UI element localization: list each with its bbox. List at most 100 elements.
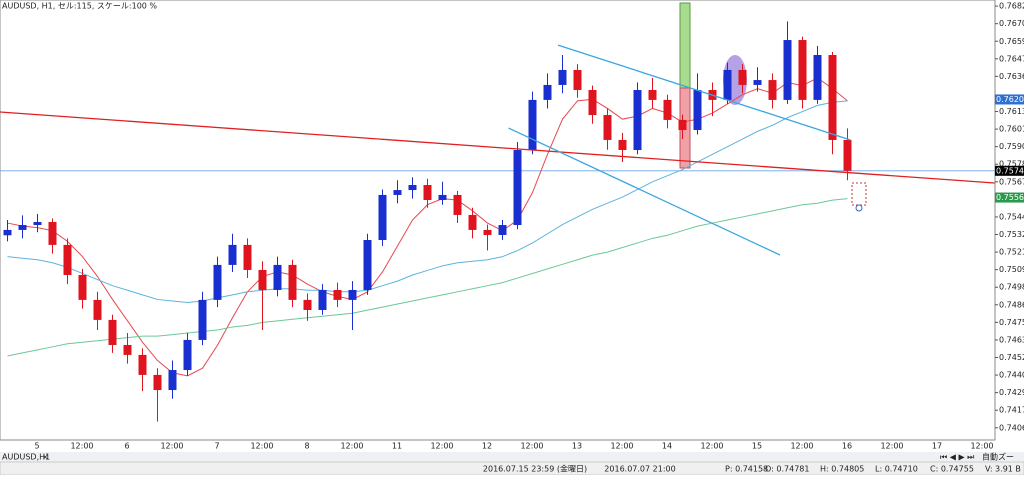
x-tick-label: 15: [752, 442, 762, 451]
candle-body: [438, 194, 447, 200]
candle-body: [423, 185, 432, 200]
x-tick-label: 12: [482, 442, 492, 451]
status-field: V: 3.91 B: [985, 465, 1021, 474]
x-tick-label: 12:00: [340, 442, 363, 451]
x-tick-label: 12:00: [700, 442, 723, 451]
candle-body: [363, 240, 372, 290]
candle-body: [33, 221, 42, 226]
nav-buttons[interactable]: ⏮ ◀ ▶ ⏭: [940, 453, 974, 462]
y-tick-label: 0.76705: [999, 19, 1024, 28]
status-field: C: 0.74755: [930, 465, 974, 474]
candle-body: [18, 225, 27, 230]
tab-bar: [0, 452, 1024, 462]
candle-body: [153, 374, 162, 391]
candle-body: [393, 190, 402, 195]
x-tick-label: 12:00: [160, 442, 183, 451]
candle-body: [828, 55, 837, 140]
y-tick-label: 0.76475: [999, 54, 1024, 63]
candle-body: [378, 194, 387, 241]
candle-body: [258, 269, 267, 290]
candle-body: [783, 40, 792, 100]
y-tick-label: 0.74750: [999, 318, 1024, 327]
status-field: 2016.07.07 21:00: [604, 465, 675, 474]
candle-body: [753, 80, 762, 85]
trendline: [508, 127, 781, 256]
y-tick-label: 0.74175: [999, 406, 1024, 415]
candle-body: [813, 55, 822, 100]
candle-body: [168, 370, 177, 391]
y-tick-label: 0.75900: [999, 142, 1024, 151]
candle-body: [213, 264, 222, 300]
candle-body: [243, 244, 252, 270]
price-tag: [995, 165, 1024, 176]
candle-body: [228, 244, 237, 265]
candle-body: [183, 339, 192, 371]
price-tag: [995, 94, 1024, 105]
candle-body: [468, 214, 477, 230]
candle-body: [648, 89, 657, 100]
tab-label[interactable]: AUDUSD,H1: [2, 453, 50, 462]
x-tick-label: 12:00: [610, 442, 633, 451]
candle-body: [3, 229, 12, 236]
y-tick-label: 0.75325: [999, 230, 1024, 239]
candle-body: [558, 69, 567, 85]
trendline: [0, 111, 995, 184]
y-tick-label: 0.76590: [999, 37, 1024, 46]
y-tick-label: 0.74520: [999, 353, 1024, 362]
candle-body: [453, 194, 462, 215]
x-tick-label: 5: [34, 442, 39, 451]
price-tag: [995, 192, 1024, 203]
candle-body: [303, 299, 312, 310]
x-tick-label: 14: [662, 442, 672, 451]
candle-body: [843, 139, 852, 171]
x-tick-label: 16: [842, 442, 852, 451]
candle-body: [513, 150, 522, 226]
green-box: [679, 2, 691, 89]
y-tick-label: 0.75785: [999, 160, 1024, 169]
tab-close[interactable]: ×: [42, 453, 49, 462]
moving-average: [7, 100, 848, 304]
candle-body: [93, 299, 102, 320]
y-tick-label: 0.75210: [999, 248, 1024, 257]
x-tick-label: 12:00: [520, 442, 543, 451]
x-tick-label: 12:00: [430, 442, 453, 451]
candle-body: [138, 354, 147, 375]
candle-body: [603, 115, 612, 140]
candle-body: [588, 89, 597, 116]
y-tick-label: 0.76015: [999, 125, 1024, 134]
candle-body: [573, 69, 582, 90]
x-tick-label: 12:00: [880, 442, 903, 451]
candle-body: [618, 139, 627, 151]
moving-average: [7, 198, 848, 357]
y-tick-label: 0.76360: [999, 72, 1024, 81]
status-field: L: 0.74710: [875, 465, 918, 474]
candle-body: [528, 99, 537, 151]
candle-body: [318, 289, 327, 310]
candle-body: [78, 275, 87, 300]
candle-body: [273, 264, 282, 290]
status-field: H: 0.74805: [820, 465, 864, 474]
y-tick-label: 0.74635: [999, 335, 1024, 344]
status-field: O: 0.74781: [765, 465, 809, 474]
y-tick-label: 0.76820: [999, 2, 1024, 11]
candle-body: [333, 289, 342, 300]
candle-body: [123, 344, 132, 355]
y-tick-label: 0.76130: [999, 107, 1024, 116]
y-tick-label: 0.74405: [999, 371, 1024, 380]
price-tag-label: 0.75742: [996, 166, 1024, 175]
y-tick-label: 0.75670: [999, 177, 1024, 186]
x-tick-label: 11: [392, 442, 402, 451]
price-tag-label: 0.75567: [996, 193, 1024, 202]
candle-body: [543, 84, 552, 100]
plot-frame: [0, 0, 996, 441]
candle-body: [198, 299, 207, 340]
x-tick-label: 12:00: [790, 442, 813, 451]
auto-zoom[interactable]: 自動ズー: [982, 452, 1014, 462]
x-tick-label: 8: [304, 442, 309, 451]
y-tick-label: 0.74865: [999, 300, 1024, 309]
x-tick-label: 13: [572, 442, 582, 451]
status-field: P: 0.74158: [725, 465, 768, 474]
y-tick-label: 0.74980: [999, 283, 1024, 292]
